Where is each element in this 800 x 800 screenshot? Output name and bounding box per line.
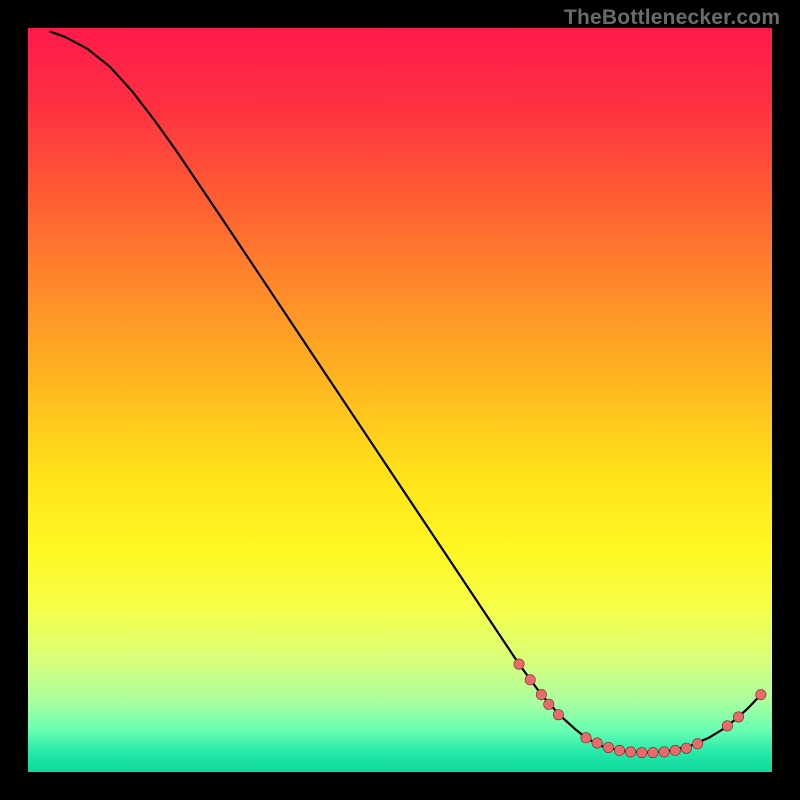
data-marker [553,710,563,720]
data-marker [592,738,602,748]
data-marker [648,747,658,757]
data-marker [625,747,635,757]
watermark-text: TheBottlenecker.com [564,6,780,30]
plot-svg [28,28,772,772]
data-marker [514,659,524,669]
data-marker [536,689,546,699]
data-marker [614,745,624,755]
data-marker [733,712,743,722]
gradient-background [28,28,772,772]
data-marker [670,745,680,755]
data-marker [544,699,554,709]
plot-area [28,28,772,772]
data-marker [659,747,669,757]
data-marker [756,689,766,699]
data-marker [637,747,647,757]
data-marker [581,733,591,743]
data-marker [603,742,613,752]
data-marker [692,739,702,749]
data-marker [681,743,691,753]
data-marker [525,675,535,685]
data-marker [722,721,732,731]
